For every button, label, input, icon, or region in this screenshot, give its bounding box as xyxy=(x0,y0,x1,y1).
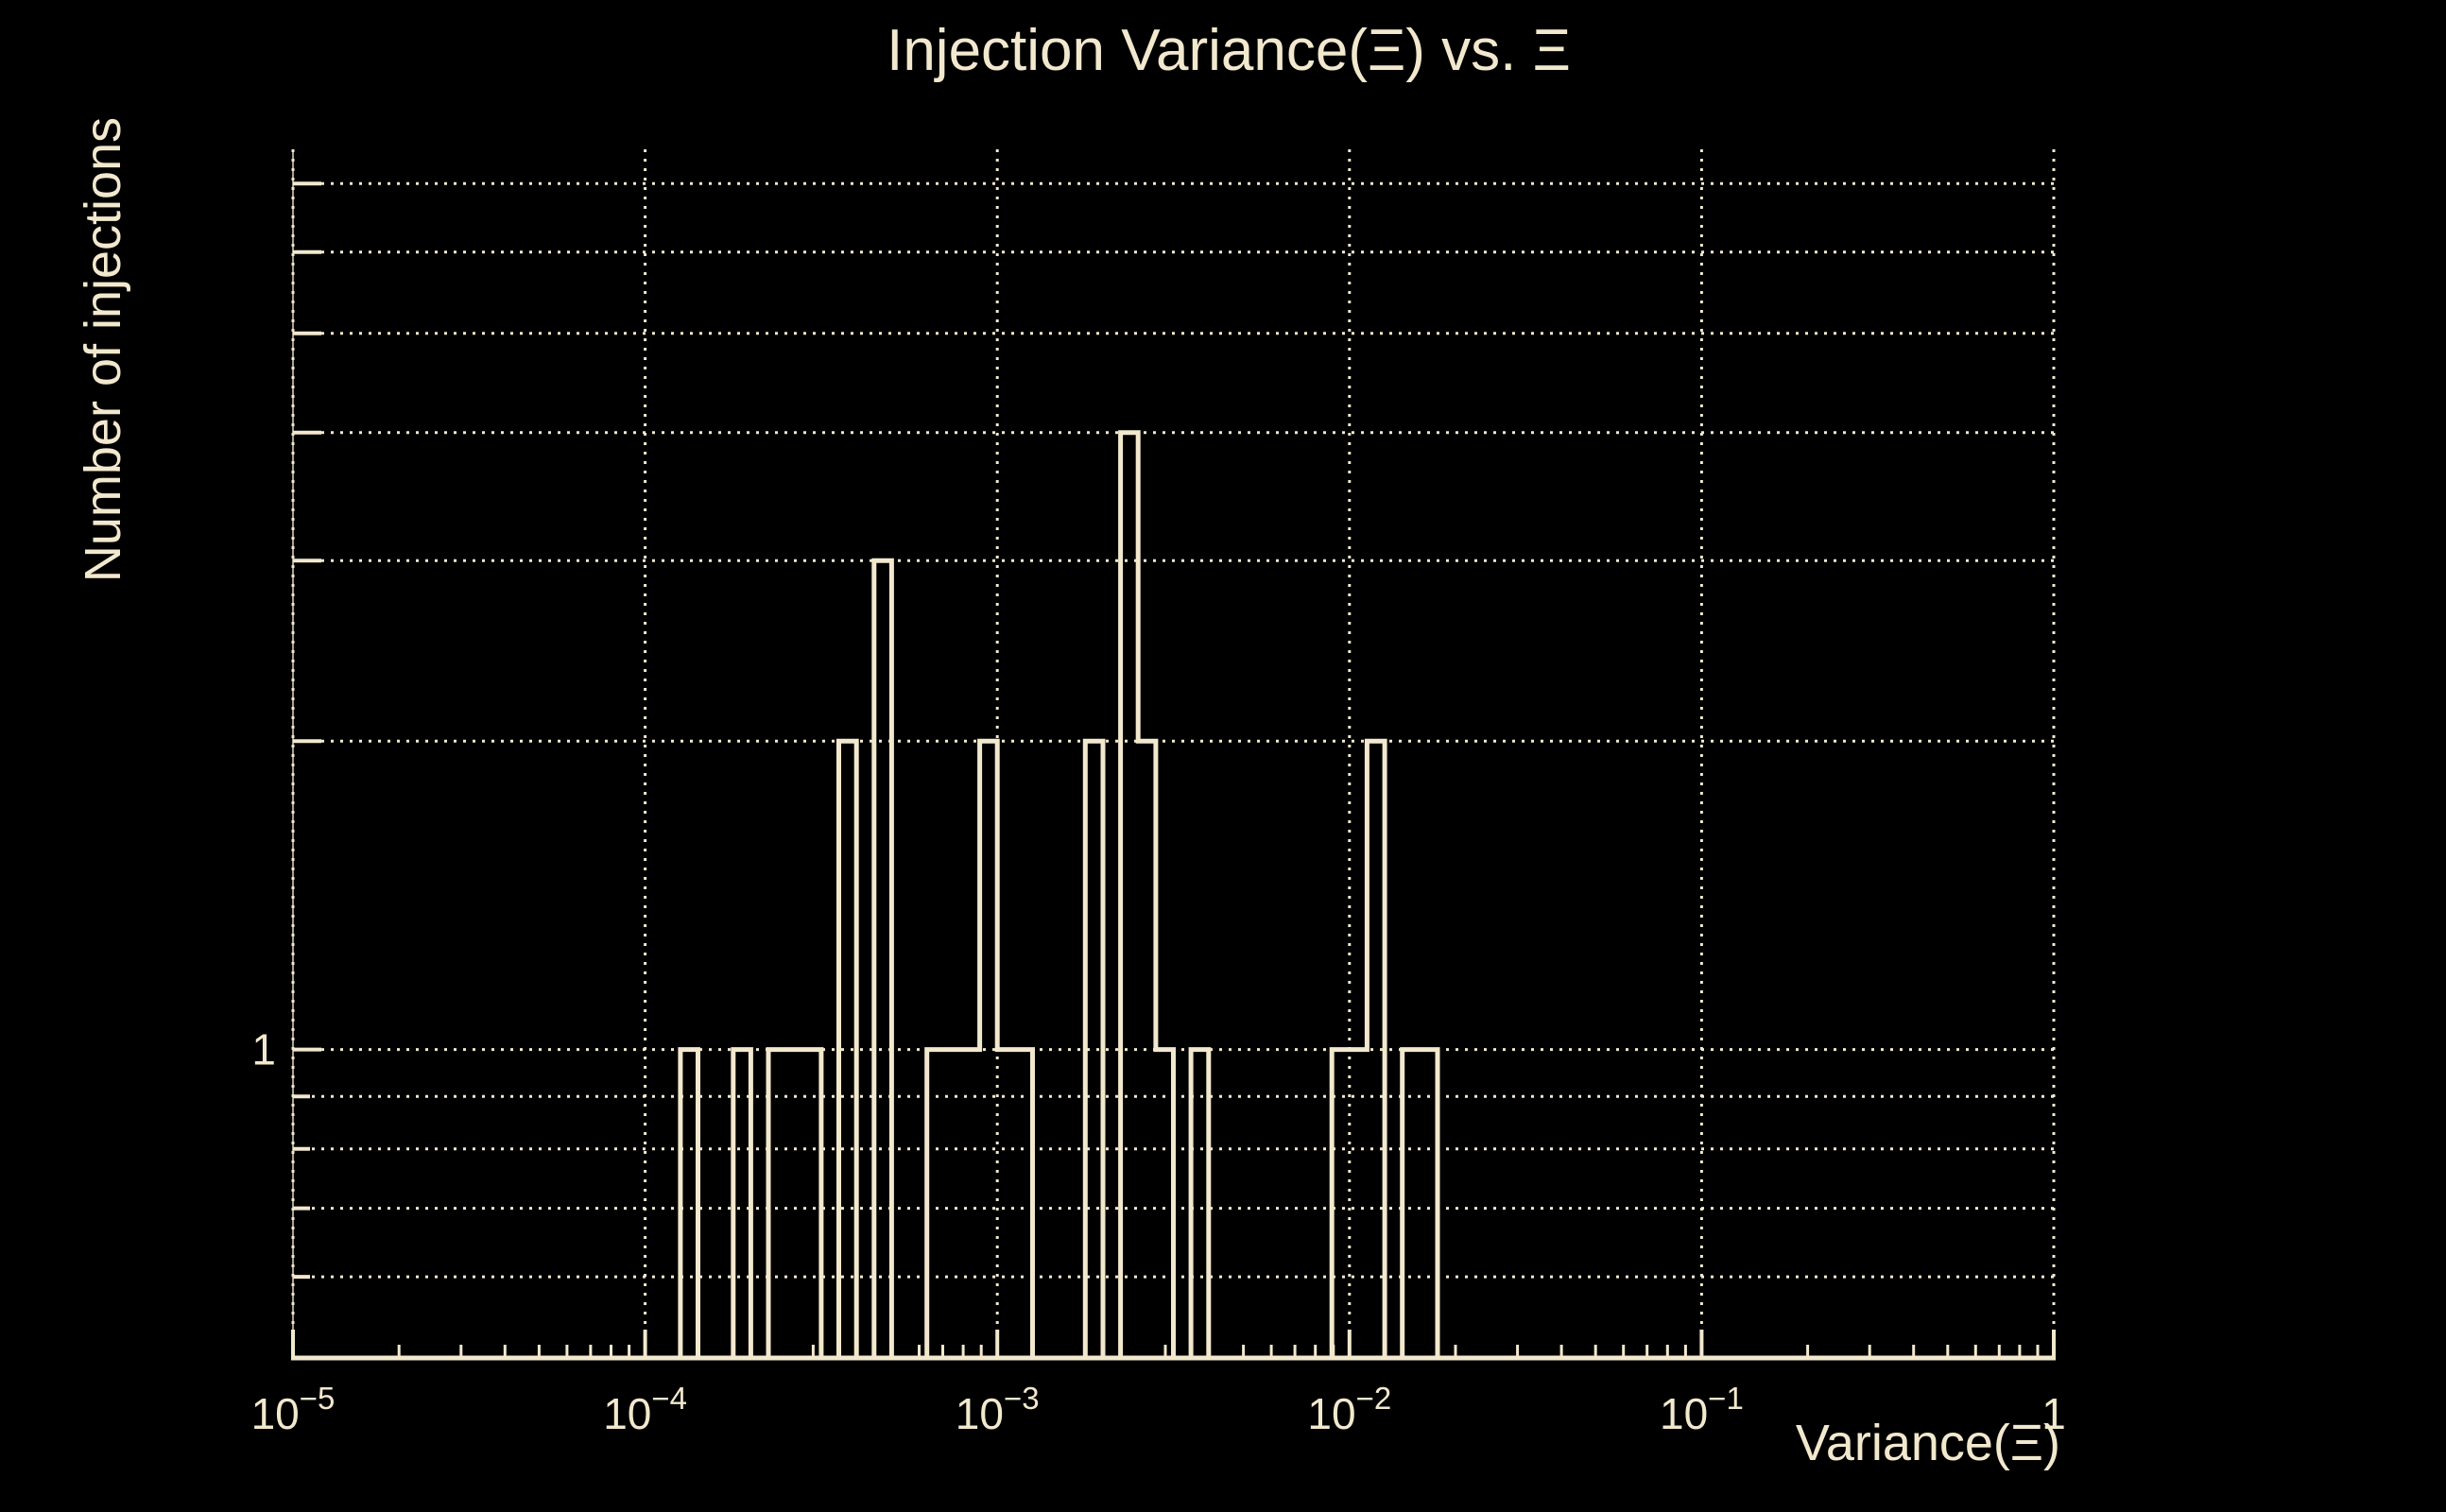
histogram-outline xyxy=(678,430,1440,1358)
x-tick-label: 10−1 xyxy=(1660,1381,1744,1438)
x-axis-title: Variance(Ξ) xyxy=(1796,1415,2060,1471)
histogram-series xyxy=(678,430,1440,1358)
y-axis-title: Number of injections xyxy=(75,117,131,582)
x-tick-labels: 10−5 10−4 10−3 10−2 10−1 1 xyxy=(251,1381,2066,1438)
chart-title: Injection Variance(Ξ) vs. Ξ xyxy=(887,18,1571,83)
x-tick-label: 10−4 xyxy=(603,1381,687,1438)
x-tick-label: 10−2 xyxy=(1307,1381,1391,1438)
y-tick-label: 1 xyxy=(251,1025,276,1074)
x-tick-label: 10−3 xyxy=(956,1381,1040,1438)
x-tick-label: 10−5 xyxy=(251,1381,336,1438)
x-tick-label: 1 xyxy=(2041,1389,2066,1438)
y-tick-labels: 1 xyxy=(251,1025,276,1074)
